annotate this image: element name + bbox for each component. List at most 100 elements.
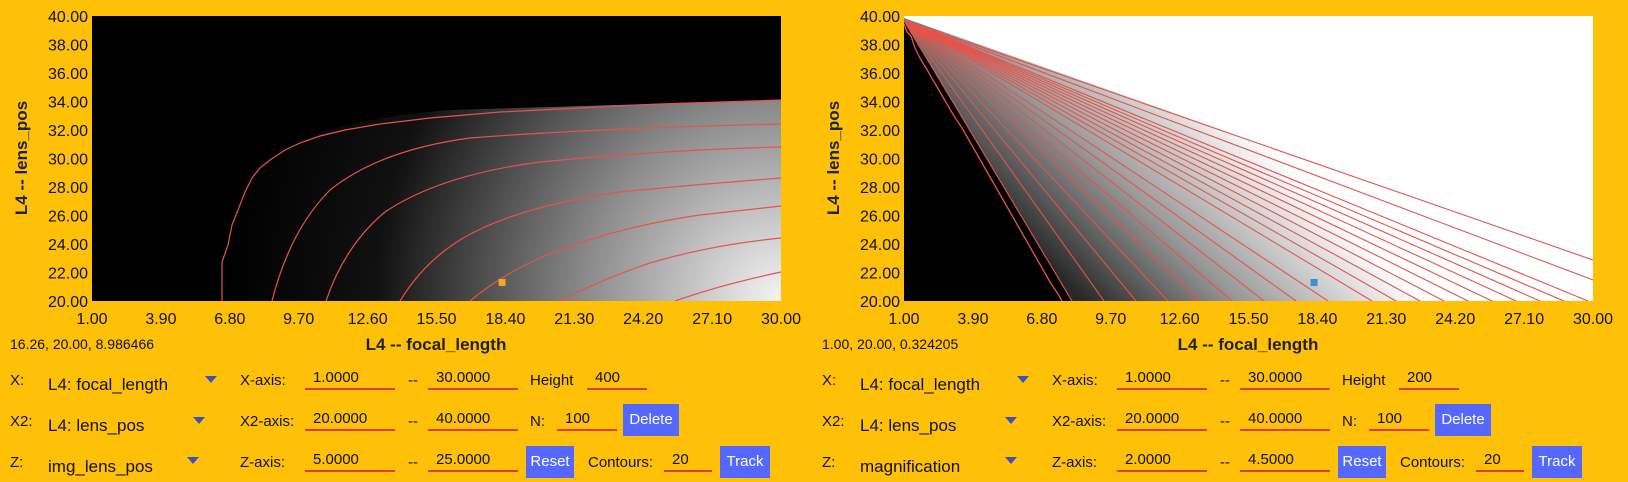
n-field[interactable]: 100 [557, 409, 617, 431]
contour-lines [904, 19, 1593, 301]
x-tick-label: 12.60 [1160, 311, 1200, 328]
x2-select[interactable]: L4: lens_pos [860, 416, 957, 435]
heatmap-field [904, 18, 1593, 301]
x-tick-label: 15.50 [1228, 311, 1268, 328]
track-marker[interactable] [1310, 278, 1318, 286]
y-tick-label: 20.00 [48, 294, 88, 311]
height-label: Height [530, 372, 574, 389]
reset-button[interactable]: Reset [526, 446, 574, 478]
y-tick-label: 32.00 [860, 123, 900, 140]
contour-line [904, 19, 1469, 301]
contour-line [904, 19, 1137, 301]
chevron-down-icon[interactable] [1005, 457, 1017, 464]
chevron-down-icon[interactable] [193, 417, 205, 424]
y-axis-title: L4 -- lens_pos [12, 101, 31, 215]
track-marker[interactable] [498, 278, 506, 286]
delete-button[interactable]: Delete [623, 404, 679, 436]
x2-select[interactable]: L4: lens_pos [48, 416, 145, 435]
z-axis-min-field[interactable]: 2.0000 [1117, 450, 1207, 472]
x2-axis-min-field[interactable]: 20.0000 [305, 409, 395, 431]
x2-axis-max-field[interactable]: 40.0000 [1240, 409, 1330, 431]
contour-line [904, 19, 1373, 301]
height-field[interactable]: 400 [587, 368, 647, 390]
delete-button[interactable]: Delete [1435, 404, 1491, 436]
z-axis-max-field[interactable]: 25.0000 [428, 450, 518, 472]
heatmap-field [222, 100, 781, 301]
chevron-down-icon[interactable] [205, 376, 217, 383]
z-axis-label: Z-axis: [240, 454, 285, 471]
y-axis-title: L4 -- lens_pos [824, 101, 843, 215]
x-tick-label: 18.40 [1297, 311, 1337, 328]
y-tick-label: 20.00 [860, 294, 900, 311]
x-axis-title: L4 -- focal_length [1178, 335, 1319, 354]
z-axis-min-field[interactable]: 5.0000 [305, 450, 395, 472]
contour-line [904, 19, 1593, 281]
x-tick-label: 15.50 [416, 311, 456, 328]
contour-line [904, 19, 1201, 301]
range-separator: -- [1220, 372, 1230, 389]
y-tick-label: 32.00 [48, 123, 88, 140]
contour-line [904, 19, 1265, 301]
n-field[interactable]: 100 [1369, 409, 1429, 431]
contour-line [904, 19, 1105, 301]
contour-line [904, 19, 1445, 301]
y-tick-label: 28.00 [48, 180, 88, 197]
y-tick-label: 26.00 [860, 209, 900, 226]
contour-line [904, 19, 1565, 301]
z-select[interactable]: magnification [860, 457, 961, 476]
contours-field[interactable]: 20 [664, 450, 712, 472]
x2-axis-max-field[interactable]: 40.0000 [428, 409, 518, 431]
y-tick-label: 22.00 [48, 266, 88, 283]
contour-line [904, 19, 1297, 301]
contour-line [904, 19, 1329, 301]
x2-axis-label: X2-axis: [240, 413, 295, 430]
contour-line [904, 19, 1073, 301]
range-separator: -- [408, 413, 418, 430]
x-select-label: X: [10, 372, 25, 389]
height-field[interactable]: 200 [1399, 368, 1459, 390]
range-separator: -- [408, 454, 418, 471]
chevron-down-icon[interactable] [1005, 417, 1017, 424]
x-select[interactable]: L4: focal_length [860, 375, 981, 394]
contour-plot-right[interactable]: 40.00 38.00 36.00 34.00 32.00 30.00 28.00 26.00… [812, 0, 1626, 360]
x-tick-label: 9.70 [283, 311, 314, 328]
x-tick-label: 24.20 [623, 311, 663, 328]
contour-line [904, 19, 1493, 301]
x-axis-min-field[interactable]: 1.0000 [1117, 368, 1207, 390]
y-tick-label: 40.00 [860, 9, 900, 26]
z-select-label: Z: [10, 454, 24, 471]
contour-line [904, 19, 1233, 301]
contour-lines [221, 99, 781, 301]
n-label: N: [530, 413, 545, 430]
z-select[interactable]: img_lens_pos [48, 457, 153, 476]
reset-button[interactable]: Reset [1338, 446, 1386, 478]
x-axis-min-field[interactable]: 1.0000 [305, 368, 395, 390]
contour-plot-left[interactable]: 40.00 38.00 36.00 34.00 32.00 30.00 28.00 26.00… [0, 0, 814, 360]
x-tick-label: 18.40 [485, 311, 525, 328]
y-tick-label: 34.00 [860, 95, 900, 112]
x-axis-label: X-axis: [240, 372, 286, 389]
z-axis-max-field[interactable]: 4.5000 [1240, 450, 1330, 472]
x-tick-label: 3.90 [957, 311, 988, 328]
x-axis-max-field[interactable]: 30.0000 [428, 368, 518, 390]
track-button[interactable]: Track [720, 446, 770, 478]
x-tick-label: 30.00 [1573, 311, 1613, 328]
x2-axis-min-field[interactable]: 20.0000 [1117, 409, 1207, 431]
contours-label: Contours: [1400, 454, 1466, 471]
x2-select-label: X2: [822, 413, 845, 430]
y-tick-label: 38.00 [48, 38, 88, 55]
x2-axis-label: X2-axis: [1052, 413, 1107, 430]
contour-line [904, 19, 1397, 301]
x-select[interactable]: L4: focal_length [48, 375, 169, 394]
y-tick-label: 30.00 [48, 152, 88, 169]
chevron-down-icon[interactable] [187, 457, 199, 464]
track-button[interactable]: Track [1532, 446, 1582, 478]
height-label: Height [1342, 372, 1386, 389]
x-axis-max-field[interactable]: 30.0000 [1240, 368, 1330, 390]
x-tick-label: 6.80 [214, 311, 245, 328]
z-select-label: Z: [822, 454, 836, 471]
x-axis-title: L4 -- focal_length [366, 335, 507, 354]
y-tick-label: 24.00 [48, 237, 88, 254]
chevron-down-icon[interactable] [1017, 376, 1029, 383]
contours-field[interactable]: 20 [1476, 450, 1524, 472]
